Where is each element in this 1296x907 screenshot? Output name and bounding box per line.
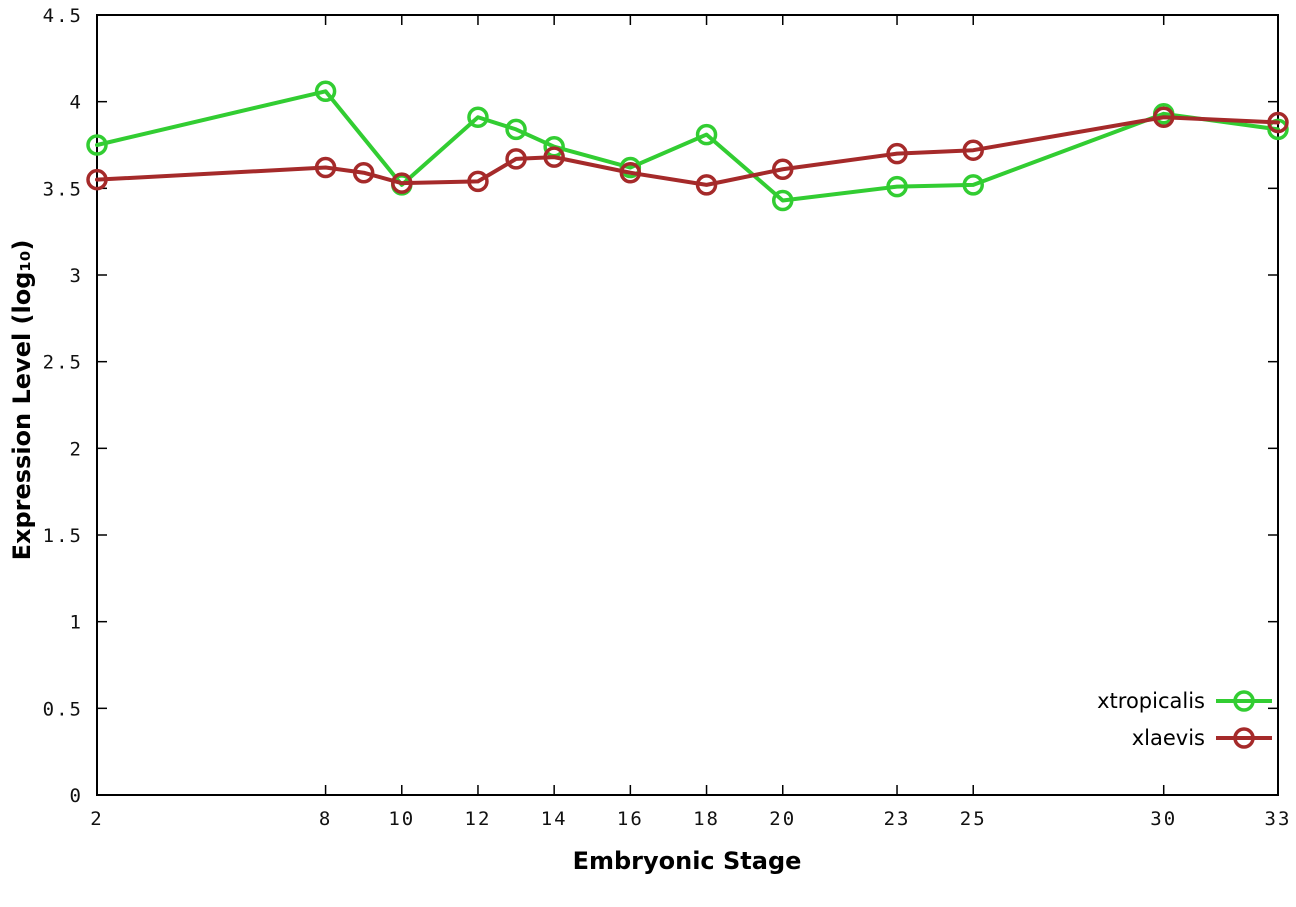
data-point-xlaevis [1267,111,1289,134]
data-point-xlaevis [314,156,337,179]
data-point-xtropicalis [86,134,108,156]
data-point-xlaevis [695,174,718,196]
data-point-xtropicalis [962,174,984,196]
data-point-xtropicalis [1267,118,1289,141]
x-tick-label: 30 [1150,808,1177,830]
x-tick-label: 8 [319,808,332,830]
data-point-xlaevis [619,161,642,184]
legend-label-xlaevis: xlaevis [1132,726,1205,750]
legend-marker-xlaevis [1233,727,1255,749]
data-point-xtropicalis [886,175,908,198]
legend: xtropicalis xlaevis [1097,689,1272,750]
data-point-xlaevis [505,148,527,170]
plot-border [96,14,1279,796]
y-tick-label: 3 [70,265,83,287]
data-point-xlaevis [1152,106,1175,129]
y-tick-label: 0.5 [43,698,83,720]
y-tick-label: 1.5 [43,525,83,547]
x-tick-label: 33 [1265,808,1292,830]
y-tick-label: 4.5 [43,5,83,27]
x-tick-label: 2 [90,808,103,830]
y-tick-label: 0 [70,785,83,807]
y-tick-label: 2 [70,438,83,460]
x-tick-label: 18 [693,808,720,830]
x-tick-label: 16 [617,808,644,830]
x-tick-label: 14 [541,808,568,830]
data-point-xtropicalis [314,80,337,103]
x-axis-label: Embryonic Stage [573,847,802,875]
y-tick-label: 1 [70,612,83,634]
legend-marker-xtropicalis [1233,690,1255,712]
data-point-xtropicalis [771,189,794,212]
x-tick-label: 10 [388,808,415,830]
data-point-xlaevis [352,161,375,184]
y-tick-label: 3.5 [43,178,83,200]
data-point-xlaevis [391,172,413,194]
x-tick-label: 20 [769,808,796,830]
axes: 2 8 10 12 14 16 18 20 23 25 30 33 0 0.5 1 1.5 2 2.5 3 3.5 4 4… [43,5,1292,830]
data-point-xlaevis [86,168,108,191]
y-axis-label: Expression Level (log₁₀) [8,240,36,561]
series-xlaevis [86,106,1289,196]
data-point-xlaevis [962,139,984,161]
series-line-xtropicalis [95,89,1280,203]
y-tick-label: 2.5 [43,352,83,374]
y-tick-label: 4 [70,92,83,114]
x-tick-label: 23 [884,808,911,830]
series-line-xlaevis [95,115,1280,187]
series-xtropicalis [86,80,1289,212]
data-point-xlaevis [467,170,489,193]
data-point-xtropicalis [467,106,489,129]
data-point-xtropicalis [695,123,718,146]
x-tick-label: 12 [465,808,492,830]
x-tick-label: 25 [960,808,987,830]
data-point-xlaevis [886,142,908,165]
data-point-xlaevis [543,146,565,168]
data-point-xtropicalis [505,118,527,141]
data-point-xlaevis [771,158,794,181]
legend-label-xtropicalis: xtropicalis [1097,689,1205,713]
